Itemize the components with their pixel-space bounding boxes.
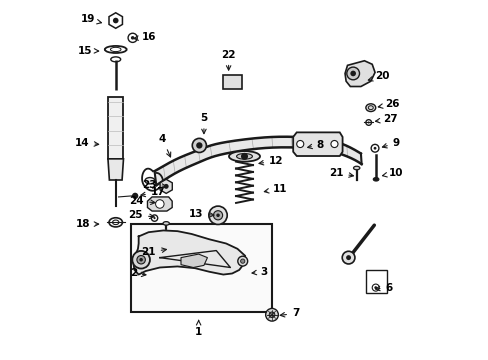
Text: 13: 13: [188, 209, 214, 219]
Circle shape: [137, 256, 145, 264]
Text: 15: 15: [78, 45, 99, 55]
Text: 4: 4: [159, 134, 170, 157]
Circle shape: [196, 142, 202, 149]
Text: 12: 12: [259, 156, 283, 166]
Text: 1: 1: [195, 320, 202, 337]
Ellipse shape: [228, 151, 260, 162]
Circle shape: [216, 213, 219, 217]
Text: 19: 19: [80, 14, 101, 24]
Circle shape: [265, 309, 278, 321]
Text: 18: 18: [76, 219, 99, 229]
Circle shape: [346, 255, 350, 260]
Text: 25: 25: [128, 210, 154, 220]
Circle shape: [373, 147, 376, 150]
Ellipse shape: [353, 166, 359, 170]
Text: 9: 9: [382, 138, 399, 148]
Text: 3: 3: [251, 267, 267, 277]
Polygon shape: [181, 254, 207, 267]
Circle shape: [240, 259, 244, 263]
Bar: [366, 270, 386, 293]
Ellipse shape: [163, 222, 169, 225]
Circle shape: [213, 211, 222, 220]
Ellipse shape: [365, 104, 375, 112]
Circle shape: [113, 18, 118, 23]
Circle shape: [153, 217, 155, 219]
Circle shape: [367, 121, 369, 123]
Circle shape: [155, 200, 164, 208]
Circle shape: [269, 312, 274, 318]
Circle shape: [163, 184, 168, 189]
Text: 17: 17: [141, 187, 165, 197]
Text: 27: 27: [375, 114, 397, 124]
Text: 16: 16: [134, 32, 156, 42]
Circle shape: [296, 140, 303, 148]
Text: 7: 7: [280, 309, 299, 318]
Circle shape: [131, 36, 134, 40]
Bar: [108, 97, 123, 159]
Text: 5: 5: [200, 113, 207, 134]
Bar: [131, 224, 271, 312]
Polygon shape: [147, 197, 172, 211]
Circle shape: [139, 258, 142, 261]
Circle shape: [237, 256, 247, 266]
Text: 14: 14: [75, 138, 99, 148]
Circle shape: [192, 138, 206, 153]
Text: 11: 11: [264, 184, 286, 194]
Circle shape: [349, 71, 355, 76]
Text: 20: 20: [367, 71, 389, 81]
Text: 8: 8: [307, 140, 324, 150]
Ellipse shape: [236, 154, 252, 159]
Polygon shape: [108, 159, 123, 180]
Ellipse shape: [372, 177, 378, 181]
Text: 6: 6: [375, 283, 392, 293]
Text: 26: 26: [378, 99, 399, 109]
Text: 10: 10: [382, 168, 403, 178]
Polygon shape: [345, 61, 374, 86]
Circle shape: [132, 193, 138, 199]
Bar: [222, 75, 242, 89]
Circle shape: [374, 286, 376, 289]
Polygon shape: [293, 132, 342, 156]
Text: 21: 21: [141, 247, 166, 257]
Text: 2: 2: [129, 269, 145, 279]
Text: 24: 24: [129, 196, 155, 206]
Polygon shape: [133, 230, 244, 275]
Polygon shape: [154, 137, 361, 185]
Text: 21: 21: [328, 168, 353, 178]
Circle shape: [208, 206, 227, 224]
Circle shape: [330, 140, 337, 148]
Circle shape: [241, 153, 247, 160]
Circle shape: [342, 251, 354, 264]
Text: 23: 23: [142, 180, 166, 190]
Text: 22: 22: [221, 50, 235, 70]
Circle shape: [346, 67, 359, 80]
Ellipse shape: [145, 177, 155, 184]
Circle shape: [132, 251, 150, 269]
